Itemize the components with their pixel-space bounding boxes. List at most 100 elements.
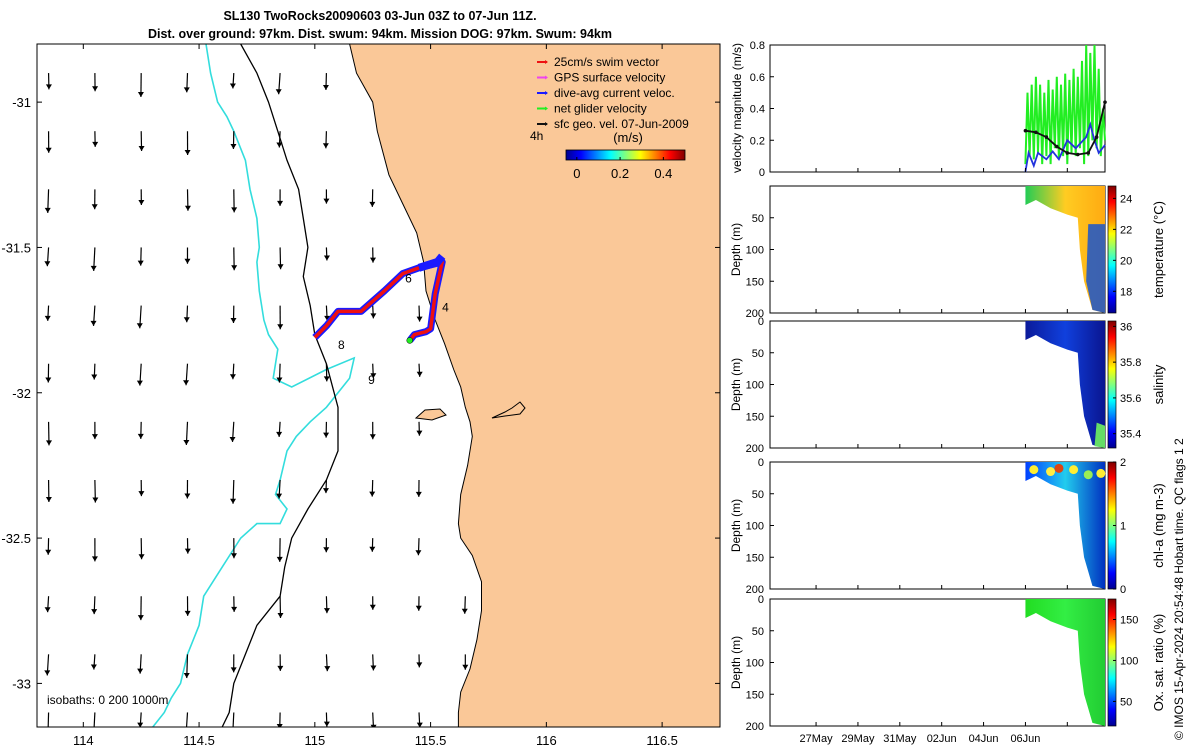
velocity-arrowhead xyxy=(416,430,423,436)
section-y-tick-label: 0 xyxy=(758,457,764,469)
velocity-arrowhead xyxy=(230,498,237,504)
chl-patch xyxy=(1083,470,1093,480)
velocity-arrowhead xyxy=(137,433,144,439)
section-data-region xyxy=(1025,321,1105,448)
track-end-marker xyxy=(406,337,414,344)
velocity-arrowhead xyxy=(137,615,144,621)
land-mass xyxy=(349,44,720,727)
section-panel-salinity: 0 50 100 150 200 Depth (m) 35.4 35.6 35.8 36 salin… xyxy=(729,316,1166,455)
legend-swatch-head xyxy=(545,91,548,95)
velocity-arrowhead xyxy=(229,436,236,442)
section-y-tick-label: 100 xyxy=(746,245,764,257)
map-x-tick-label: 114 xyxy=(73,733,94,748)
section-y-tick-label: 150 xyxy=(746,276,764,288)
section-y-tick-label: 0 xyxy=(758,316,764,328)
velocity-arrowhead xyxy=(91,434,98,440)
map-colorbar-ticks: 0 0.2 0.4 xyxy=(573,157,672,181)
section-colorbar xyxy=(1107,598,1117,727)
velocity-arrowhead xyxy=(138,491,145,497)
velocity-arrowhead xyxy=(92,497,99,503)
velocity-series-point xyxy=(1065,151,1070,155)
velocity-arrowhead xyxy=(91,609,98,615)
velocity-series-point xyxy=(1094,135,1099,139)
velocity-arrowhead xyxy=(45,147,52,153)
velocity-arrowhead xyxy=(323,198,330,204)
velocity-arrowhead xyxy=(138,199,145,205)
velocity-y-ticks: 0 0.2 0.4 0.6 0.8 xyxy=(750,40,1068,179)
map-x-tick-label: 115.5 xyxy=(415,733,447,748)
section-ylabel: Depth (m) xyxy=(729,223,743,276)
velocity-arrowhead xyxy=(184,493,191,499)
velocity-arrowhead xyxy=(276,493,283,499)
velocity-arrowhead xyxy=(324,315,331,321)
chl-patch xyxy=(1054,463,1064,473)
map-frame xyxy=(36,43,721,728)
section-panel-chl-a: 0 50 100 150 200 Depth (m) 0 1 2 chl-a (mg m-3) xyxy=(729,457,1166,596)
legend-swatch-head xyxy=(545,106,548,111)
velocity-arrowhead xyxy=(231,207,238,213)
velocity-arrow xyxy=(47,712,50,727)
velocity-arrowhead xyxy=(231,606,238,612)
day-label: 6 xyxy=(405,271,412,285)
velocity-y-tick-label: 0 xyxy=(759,167,765,179)
velocity-arrowhead xyxy=(184,150,191,156)
section-colorbar-tick-label: 22 xyxy=(1120,224,1132,236)
section-colorbar-label: temperature (°C) xyxy=(1151,201,1166,298)
velocity-y-tick-label: 0.6 xyxy=(750,72,765,84)
velocity-arrowhead xyxy=(136,380,143,386)
section-colorbar-tick-label: 150 xyxy=(1120,614,1138,626)
velocity-arrowhead xyxy=(45,377,52,383)
map-legend: 25cm/s swim vector GPS surface velocitydi… xyxy=(537,55,689,131)
section-x-tick-label: 06Jun xyxy=(1010,733,1040,745)
section-colorbar-tick-label: 50 xyxy=(1120,696,1132,708)
velocity-arrowhead xyxy=(370,665,377,671)
velocity-ylabel: velocity magnitude (m/s) xyxy=(730,43,744,173)
velocity-arrowhead xyxy=(276,142,283,148)
velocity-arrowhead xyxy=(136,323,143,329)
section-colorbar xyxy=(1107,320,1117,449)
velocity-arrowhead xyxy=(44,315,51,321)
velocity-arrowhead xyxy=(323,547,330,553)
track-blue-patch xyxy=(417,253,446,272)
velocity-series-point xyxy=(1075,152,1080,157)
velocity-arrowhead xyxy=(277,264,284,270)
velocity-arrowhead xyxy=(462,664,469,670)
velocity-arrowhead xyxy=(137,91,144,97)
velocity-arrowhead xyxy=(415,550,422,556)
velocity-arrowhead xyxy=(183,439,190,445)
section-y-tick-label: 0 xyxy=(758,594,764,606)
map-y-tick-label: -31 xyxy=(12,95,31,110)
day-labels: 4 6 8 9 xyxy=(338,271,449,387)
velocity-arrowhead xyxy=(91,556,98,562)
section-data-region xyxy=(1025,186,1105,313)
section-colorbar-tick-label: 35.6 xyxy=(1120,393,1141,405)
section-colorbar-tick-label: 2 xyxy=(1120,457,1126,469)
velocity-arrowhead xyxy=(231,265,238,271)
map-y-tick-label: -32.5 xyxy=(1,531,31,546)
velocity-arrowhead xyxy=(91,727,97,732)
section-colorbar xyxy=(1107,185,1117,314)
section-data-region xyxy=(1025,599,1105,726)
velocity-arrowhead xyxy=(137,260,144,266)
velocity-arrowhead xyxy=(369,491,376,497)
colorbar-title: (m/s) xyxy=(613,130,643,145)
velocity-arrowhead xyxy=(229,374,236,380)
section-colorbar-tick-label: 0 xyxy=(1120,584,1126,596)
velocity-arrowhead xyxy=(415,605,422,611)
velocity-arrowhead xyxy=(45,84,52,90)
velocity-arrowhead xyxy=(138,554,145,560)
velocity-y-tick-label: 0.2 xyxy=(750,135,765,147)
velocity-arrowhead xyxy=(323,255,330,261)
section-data-region xyxy=(1025,462,1105,589)
velocity-arrowhead xyxy=(369,201,376,207)
velocity-arrowhead xyxy=(323,376,330,382)
velocity-arrowhead xyxy=(230,553,237,559)
velocity-series-point xyxy=(1044,135,1049,139)
legend-swatch-head xyxy=(545,122,548,126)
cold-water-region xyxy=(1086,224,1105,313)
section-y-tick-label: 50 xyxy=(752,489,764,501)
title-line-2: Dist. over ground: 97km. Dist. swum: 94k… xyxy=(147,27,612,41)
velocity-arrowhead xyxy=(416,316,423,322)
velocity-arrowhead xyxy=(44,207,51,213)
